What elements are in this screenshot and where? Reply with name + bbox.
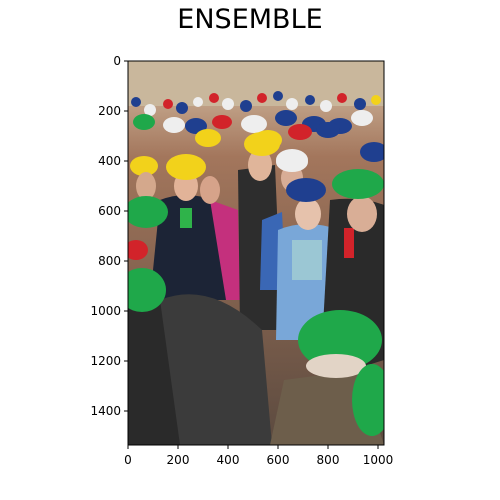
y-tick-label: 200 [98, 104, 121, 118]
x-tick-label: 600 [267, 453, 290, 467]
people-bodies [128, 165, 384, 445]
x-tick-label: 200 [167, 453, 190, 467]
crowd-photo [128, 61, 384, 445]
x-tick-label: 0 [124, 453, 132, 467]
y-tick-label: 1400 [90, 404, 121, 418]
axes-frame [127, 60, 385, 446]
y-tick-label: 600 [98, 204, 121, 218]
x-axis: 0 200 400 600 800 1000 [124, 445, 393, 467]
background-crowd [128, 61, 384, 116]
x-tick-label: 1000 [363, 453, 394, 467]
y-tick-label: 400 [98, 154, 121, 168]
y-tick-label: 1200 [90, 354, 121, 368]
y-axis: 0 200 400 600 800 1000 1200 1400 [90, 54, 128, 418]
y-tick-label: 800 [98, 254, 121, 268]
figure-title: ENSEMBLE [177, 4, 323, 35]
foreground-hats [128, 132, 384, 436]
y-tick-label: 1000 [90, 304, 121, 318]
x-tick-label: 800 [317, 453, 340, 467]
y-tick-label: 0 [113, 54, 121, 68]
x-tick-label: 400 [217, 453, 240, 467]
